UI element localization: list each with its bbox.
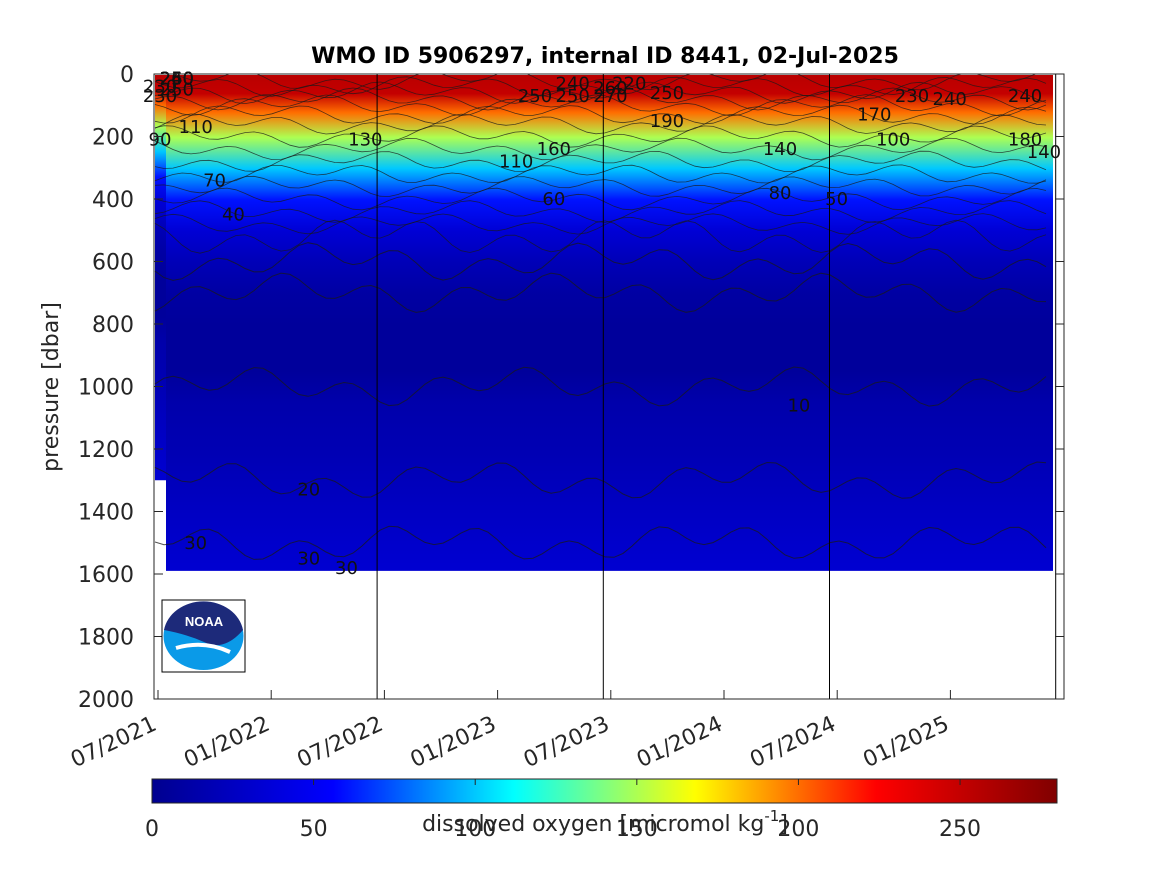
contour-label: 110 [499,152,533,173]
year-boundary-lines [376,74,1057,699]
y-tick-label: 600 [92,251,134,276]
contour-line [154,366,1047,407]
y-tick-label: 1200 [78,438,134,463]
colorbar [151,778,1058,804]
contour-label: 140 [1027,142,1061,163]
y-tick-label: 800 [92,313,134,338]
contour-line [154,113,1047,135]
colorbar-label: dissolved oxygen [micromol kg-1] [422,807,788,837]
colorbar-ticks: 0 50 100 150 200 250 [145,779,981,842]
y-tick-label: 1600 [78,563,134,588]
colorbar-tick-label: 150 [616,817,658,842]
contour-line [154,76,1047,97]
y-tick-label: 1000 [78,376,134,401]
y-tick-label: 200 [92,126,134,151]
contour-label: 40 [222,205,245,226]
y-tick-label: 2000 [78,688,134,713]
y-tick-label: 0 [120,63,134,88]
contour-label: 250 [518,86,552,107]
logo-bird [175,642,231,654]
y-tick-label: 1800 [78,626,134,651]
logo-text: NOAA [185,614,224,629]
contour-line [154,213,1047,235]
contour-label: 30 [184,533,207,554]
colorbar-label-main: dissolved oxygen [micromol kg [422,812,764,837]
colorbar-tick-label: 50 [300,817,328,842]
colorbar-tick-label: 0 [145,817,159,842]
contour-label: 250 [650,83,684,104]
contour-label: 130 [348,130,382,151]
logo-upper-arc [164,601,243,646]
contour-line [154,164,1047,184]
colorbar-label-end: ] [779,812,788,837]
noaa-logo: NOAA [161,599,246,673]
x-tick-label: 01/2023 [407,712,500,773]
x-tick-label: 07/2022 [294,712,387,773]
contour-line [154,137,1047,161]
contour-label: 250 [556,86,590,107]
contour-label: 80 [769,183,792,204]
contour-label: 260 [593,78,627,99]
contour-label: 180 [1008,130,1042,151]
contour-label: 10 [787,395,810,416]
x-tick-label: 01/2022 [180,712,273,773]
contour-line [154,94,1047,117]
chart-title: WMO ID 5906297, internal ID 8441, 02-Jul… [311,44,899,69]
contour-line [154,150,1047,172]
contour-label: 240 [556,73,590,94]
contour-label: 170 [857,105,891,126]
y-axis-ticks: 0 200 400 600 800 1000 1200 1400 1600 1800 2000 [78,63,1064,713]
contour-line [171,74,1037,91]
contour-label: 140 [763,139,797,160]
x-tick-label: 01/2025 [860,712,953,773]
contour-label: 90 [149,130,172,151]
contour-line [154,219,1047,254]
contour-line [154,525,1047,560]
contour-label: 230 [143,86,177,107]
contour-label: 30 [297,548,320,569]
contour-label: 20 [297,480,320,501]
contour-line [154,175,1047,197]
contour-line [154,187,1047,211]
oxygen-field-main [166,75,1053,571]
y-tick-label: 1400 [78,501,134,526]
contour-label: 190 [650,111,684,132]
oxygen-field-early [155,75,166,481]
x-tick-label: 01/2024 [633,712,726,773]
y-axis-label: pressure [dbar] [39,302,64,472]
contour-label: 250 [160,80,194,101]
contour-line [154,461,1047,499]
contour-label: 230 [895,86,929,107]
x-axis-ticks: 07/2021 01/2022 07/2022 01/2023 07/2023 01/20… [67,690,953,773]
y-tick-label: 400 [92,188,134,213]
x-tick-label: 07/2021 [67,712,160,773]
contour-label: 100 [876,130,910,151]
colorbar-label-sup: -1 [764,807,779,825]
colorbar-tick-label: 200 [777,817,819,842]
contour-label: 220 [612,73,646,94]
colorbar-tick-label: 250 [939,817,981,842]
contour-label: 50 [825,189,848,210]
contour-label: 30 [335,558,358,579]
oxygen-field [155,75,1053,571]
x-tick-label: 07/2023 [520,712,613,773]
contour-line [154,125,1047,148]
contour-label: 160 [537,139,571,160]
x-tick-label: 07/2024 [746,712,839,773]
contour-label: 240 [1008,86,1042,107]
contour-label: 70 [203,170,226,191]
contour-line [154,81,1047,105]
contour-label: 230 [143,77,177,98]
contour-label: 270 [593,86,627,107]
contour-label: 60 [542,189,565,210]
contour-line [154,272,1047,313]
colorbar-tick-label: 100 [454,817,496,842]
contour-line [154,104,1047,125]
contour-lines [154,74,1047,560]
contour-label: 240 [933,89,967,110]
contour-line [154,242,1047,281]
contour-label: 110 [179,117,213,138]
